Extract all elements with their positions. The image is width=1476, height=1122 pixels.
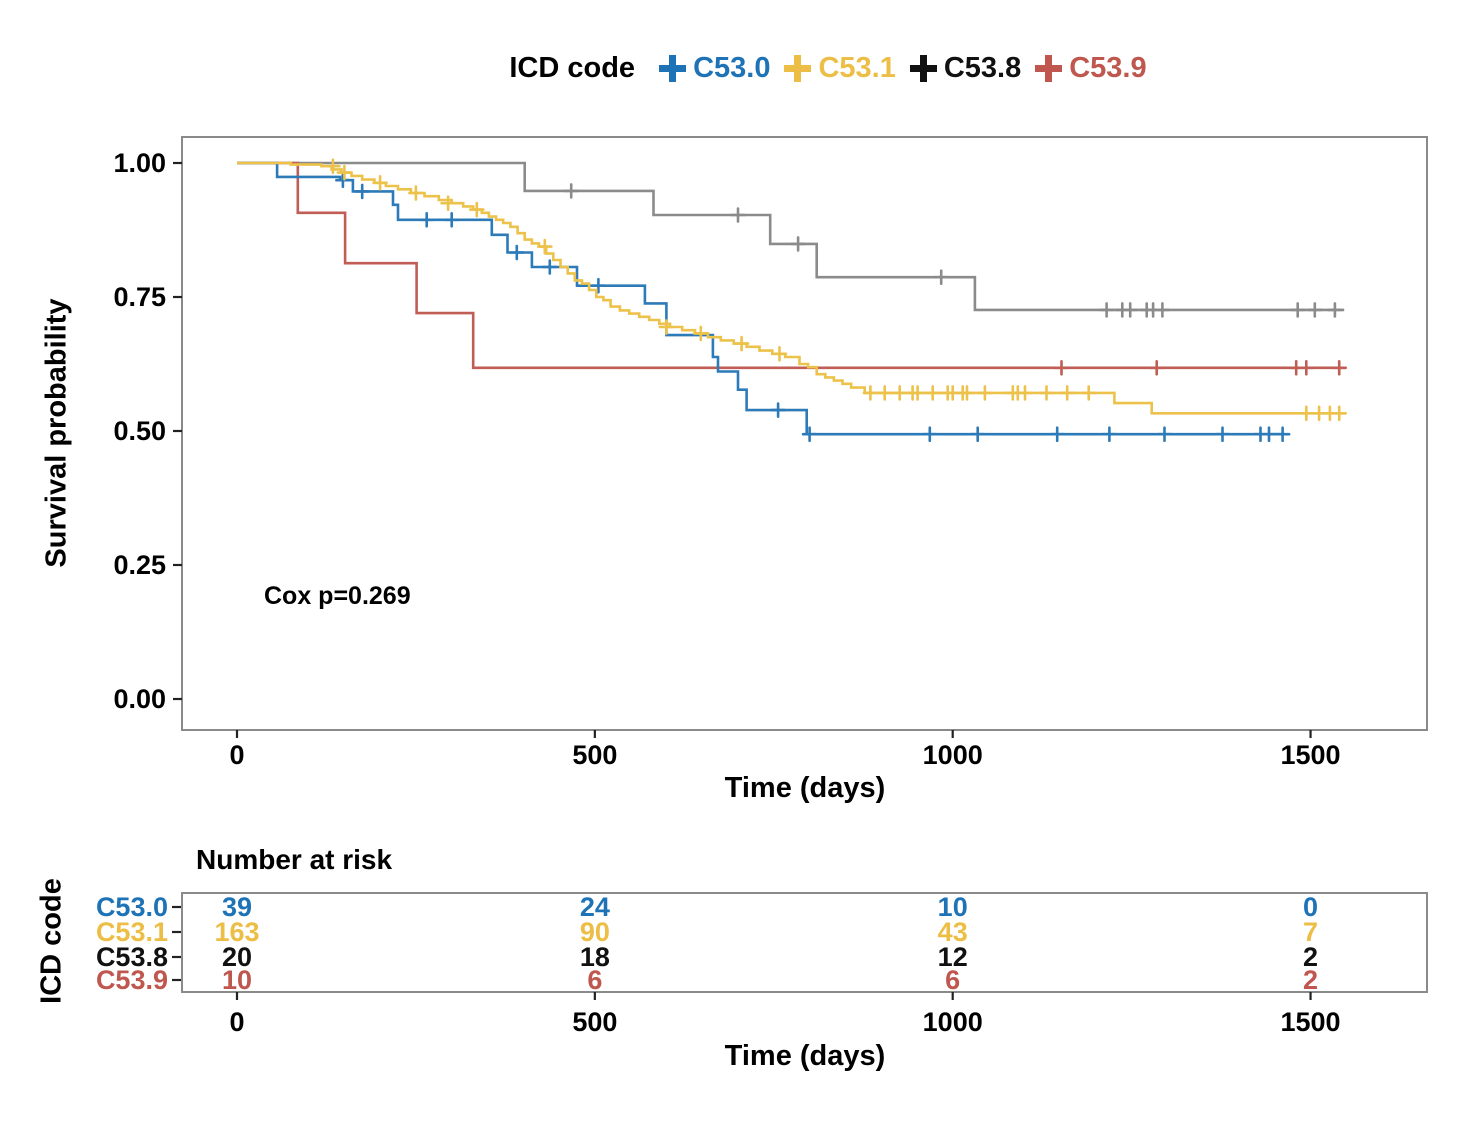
svg-text:1500: 1500	[1281, 1007, 1341, 1037]
censor-plus-marks	[325, 158, 1347, 422]
svg-text:1.00: 1.00	[113, 148, 166, 178]
legend-title: ICD code	[509, 52, 636, 84]
svg-text:0: 0	[229, 1007, 244, 1037]
risk-count: 12	[938, 942, 968, 972]
risk-row-label: C53.0	[96, 892, 168, 922]
risk-count: 90	[580, 917, 610, 947]
risk-count: 2	[1303, 965, 1318, 995]
risk-table-y-label: ICD code	[35, 878, 68, 1004]
legend-item-c53-1: C53.1	[784, 52, 896, 85]
risk-table-title: Number at risk	[196, 844, 393, 875]
svg-text:0.50: 0.50	[113, 416, 166, 446]
km-curve-C53.9	[237, 161, 1347, 376]
y-axis-title: Survival probability	[40, 298, 73, 568]
plus-marker-icon	[659, 55, 687, 82]
risk-count: 7	[1303, 917, 1318, 947]
risk-count: 6	[945, 965, 960, 995]
cox-p-annotation: Cox p=0.269	[264, 582, 411, 610]
main-axes: 1.00 0.75 0.50 0.25 0.00 0 500 1000 1500	[113, 136, 1428, 770]
svg-text:1000: 1000	[923, 1007, 983, 1037]
legend-item-c53-0: C53.0	[659, 52, 770, 85]
x-axis-title: Time (days)	[724, 772, 886, 804]
legend-item-c53-9: C53.9	[1035, 52, 1147, 85]
svg-text:500: 500	[572, 740, 617, 770]
svg-text:500: 500	[572, 1007, 617, 1037]
km-curve-C53.1	[237, 158, 1347, 422]
risk-x-axis-title: Time (days)	[724, 1040, 886, 1072]
risk-count: 0	[1303, 892, 1318, 922]
censor-plus-marks	[335, 172, 1291, 442]
plus-marker-icon	[909, 55, 937, 82]
svg-text:1500: 1500	[1281, 740, 1341, 770]
risk-count: 163	[214, 917, 259, 947]
legend-item-c53-8: C53.8	[909, 52, 1022, 85]
risk-row-label: C53.8	[96, 942, 168, 972]
svg-text:0: 0	[229, 740, 244, 770]
risk-count: 20	[222, 942, 252, 972]
svg-text:0.75: 0.75	[113, 282, 166, 312]
risk-count: 2	[1303, 942, 1318, 972]
censor-plus-marks	[563, 183, 1343, 318]
risk-count: 24	[580, 892, 610, 922]
svg-text:0.25: 0.25	[113, 550, 166, 580]
svg-text:0.00: 0.00	[113, 684, 166, 714]
legend-item-label: C53.1	[818, 52, 896, 84]
km-curve-C53.0	[237, 161, 1291, 442]
risk-count: 39	[222, 892, 252, 922]
legend-item-label: C53.8	[943, 52, 1022, 84]
legend-item-label: C53.9	[1069, 52, 1147, 84]
legend: ICD code C53.0 C53.1 C53.8 C53.9	[0, 52, 1476, 85]
plus-marker-icon	[1035, 55, 1063, 82]
risk-count: 10	[222, 965, 252, 995]
risk-row-label: C53.1	[96, 917, 168, 947]
svg-text:1000: 1000	[923, 740, 983, 770]
risk-count: 6	[587, 965, 602, 995]
risk-count: 43	[938, 917, 968, 947]
legend-item-label: C53.0	[693, 52, 771, 84]
risk-count: 10	[938, 892, 968, 922]
km-curve-C53.8	[237, 161, 1345, 318]
risk-row-label: C53.9	[96, 965, 168, 995]
risk-count: 18	[580, 942, 610, 972]
censor-plus-marks	[1053, 360, 1347, 376]
plus-marker-icon	[784, 55, 812, 82]
